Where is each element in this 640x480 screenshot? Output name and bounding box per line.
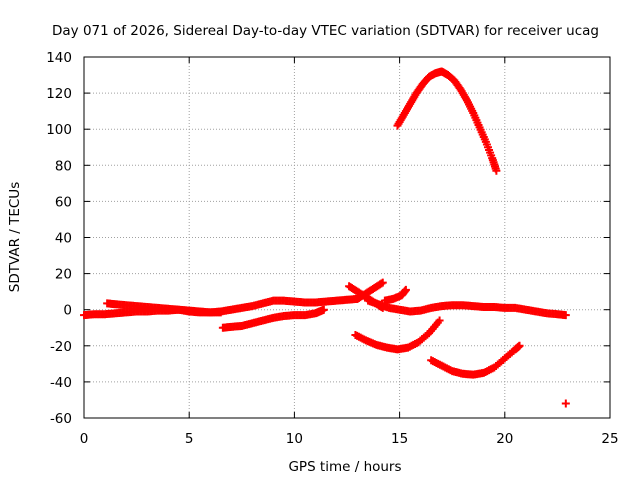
x-axis-label: GPS time / hours: [288, 459, 401, 475]
axis-ticks: 0 5 10 15 20 25 -60 -40 -20 0 20 40 60 80 100 120 140: [46, 50, 618, 447]
data-point: [378, 303, 387, 312]
data-point: [561, 311, 570, 320]
data-point: [561, 399, 570, 408]
x-tick-label: 10: [286, 431, 303, 447]
y-tick-label: 100: [46, 122, 72, 138]
data-point: [401, 285, 410, 294]
plot-area-border: [83, 56, 611, 419]
x-tick-label: 0: [80, 431, 89, 447]
data-point: [492, 166, 501, 175]
x-tick-label: 25: [601, 431, 618, 447]
y-tick-label: -60: [50, 411, 72, 427]
series-arc-2-baseline-upper: [103, 299, 225, 317]
grid-lines: [84, 57, 610, 418]
series-arc-5-high-peak: [393, 67, 501, 175]
data-point: [378, 278, 387, 287]
data-point: [515, 341, 524, 350]
y-tick-label: 0: [63, 303, 72, 319]
y-tick-label: 80: [55, 158, 72, 174]
data-point: [216, 308, 225, 317]
y-tick-label: -20: [50, 339, 72, 355]
x-tick-label: 5: [185, 431, 194, 447]
data-series-group: [80, 67, 570, 408]
y-tick-label: 40: [55, 231, 72, 247]
series-arc-7-lower-right: [427, 341, 524, 379]
y-tick-label: -40: [50, 375, 72, 391]
series-arc-4-middle-right: [364, 296, 570, 320]
series-arc-3-lower-left: [218, 305, 328, 332]
chart-title: Day 071 of 2026, Sidereal Day-to-day VTE…: [52, 23, 599, 39]
y-tick-label: 140: [46, 50, 72, 66]
data-point: [319, 305, 328, 314]
y-tick-label: 60: [55, 194, 72, 210]
data-point: [435, 316, 444, 325]
y-tick-label: 120: [46, 86, 72, 102]
y-tick-label: 20: [55, 267, 72, 283]
series-arc-10-cross-c: [380, 285, 410, 305]
x-tick-label: 20: [496, 431, 513, 447]
series-arc-6-lower-middle: [351, 316, 444, 354]
x-tick-label: 15: [391, 431, 408, 447]
series-arc-9-cross-b: [353, 278, 387, 303]
series-arc-11-isolated: [561, 399, 570, 408]
y-axis-label: SDTVAR / TECUs: [7, 182, 23, 292]
